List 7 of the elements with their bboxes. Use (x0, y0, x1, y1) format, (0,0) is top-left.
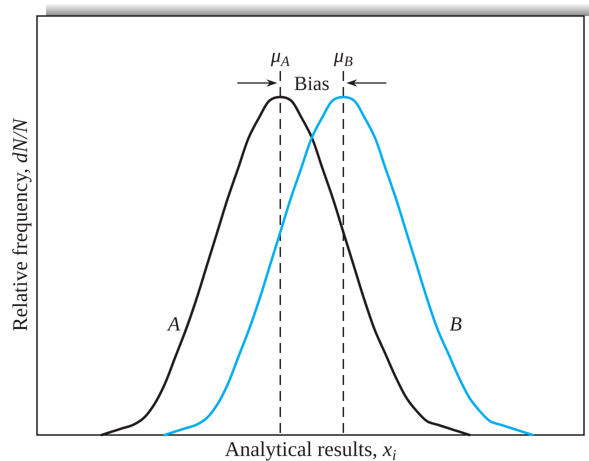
x-tick-label: μ$_{A}$ (270, 45, 290, 70)
x-axis-title: Analytical results, x$_{i}$ (224, 437, 396, 461)
y-axis-title: Relative frequency, dN/N (8, 118, 32, 332)
series-label: B (450, 313, 462, 336)
series-label: A (166, 313, 181, 336)
text: Bias (294, 73, 330, 95)
x-tick-label: μ$_{B}$ (332, 45, 353, 70)
